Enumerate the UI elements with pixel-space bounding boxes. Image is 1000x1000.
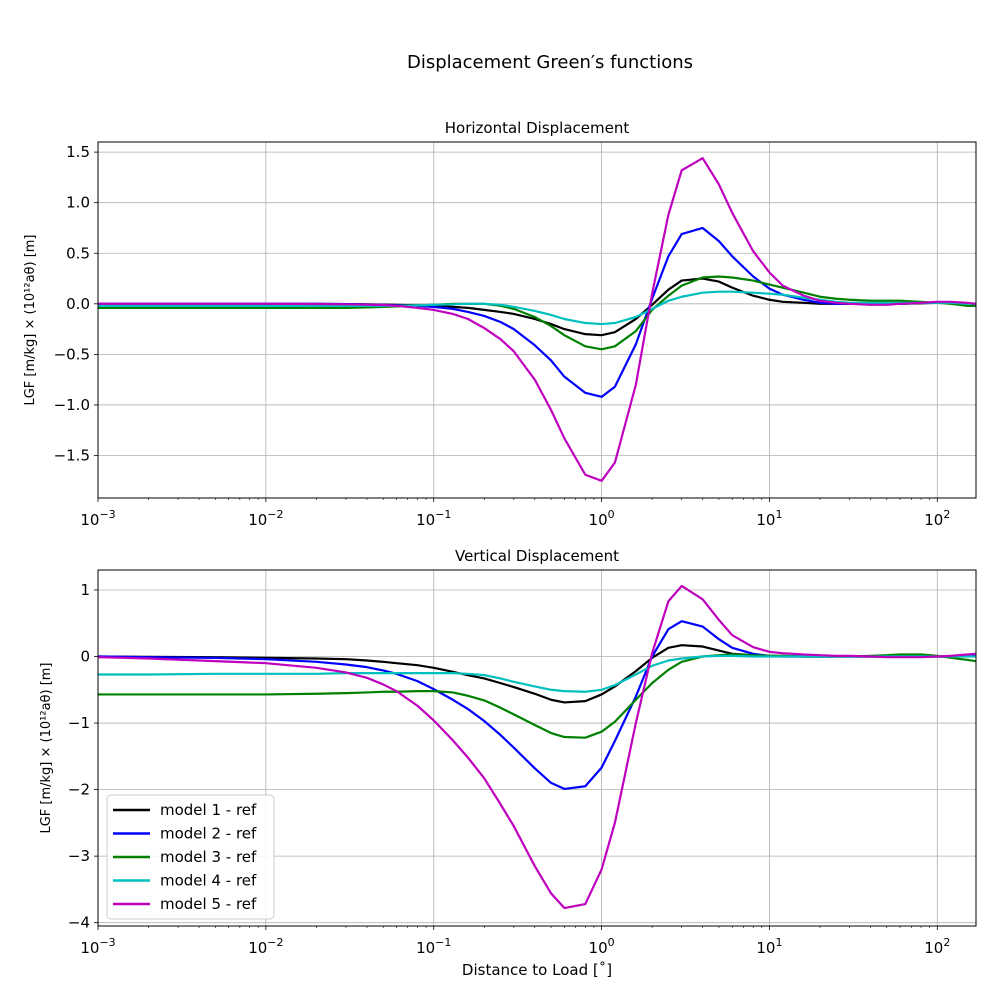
legend-label: model 5 - ref <box>160 895 257 913</box>
plot-frame-horizontal <box>97 141 977 499</box>
x-ticks-horizontal: 10−3 10−2 10−1 100 101 102 <box>80 498 950 529</box>
series-group-vertical <box>97 584 977 910</box>
y-axis-label-horizontal: LGF [m/kg] × (10¹²aθ) [m] <box>23 234 38 405</box>
y-tick-label: −1.0 <box>54 396 90 414</box>
x-tick-label: 10−1 <box>416 508 451 529</box>
plot-frame-vertical <box>97 569 977 927</box>
y-tick-label: 0.0 <box>66 295 90 313</box>
x-tick-label: 10−3 <box>80 508 115 529</box>
panel-title-horizontal: Horizontal Displacement <box>445 119 630 137</box>
legend-label: model 4 - ref <box>160 872 257 890</box>
x-ticks-vertical: 10−3 10−2 10−1 100 101 102 <box>80 926 950 957</box>
x-axis-label: Distance to Load [˚] <box>462 961 612 979</box>
y-tick-label: −1 <box>68 714 90 732</box>
legend: model 1 - ref model 2 - ref model 3 - ref m… <box>106 794 275 920</box>
legend-items: model 1 - ref model 2 - ref model 3 - ref m… <box>113 801 257 913</box>
x-tick-label: 10−3 <box>80 936 115 957</box>
legend-label: model 2 - ref <box>160 825 257 843</box>
y-tick-label: 1.0 <box>66 194 90 212</box>
y-tick-label: 0.5 <box>66 244 90 262</box>
y-axis-label-vertical: LGF [m/kg] × (10¹²aθ) [m] <box>39 662 54 833</box>
y-ticks-horizontal: −1.5 −1.0 −0.5 0.0 0.5 1.0 1.5 <box>54 143 98 465</box>
x-tick-label: 102 <box>924 508 950 529</box>
y-tick-label: 0 <box>80 648 90 666</box>
y-tick-label: −2 <box>68 781 90 799</box>
x-tick-label: 100 <box>589 936 615 957</box>
y-tick-label: 1 <box>80 581 90 599</box>
panel-horizontal: Horizontal Displacement 10−3 10−2 10−1 100 1… <box>23 119 977 529</box>
series-group-horizontal <box>98 157 977 482</box>
y-tick-label: 1.5 <box>66 143 90 161</box>
x-tick-label: 10−2 <box>248 508 283 529</box>
series-line-model-5-ref <box>97 584 977 910</box>
x-tick-label: 101 <box>756 936 782 957</box>
x-tick-label: 10−1 <box>416 936 451 957</box>
series-line-model-3-ref <box>98 275 976 351</box>
legend-label: model 1 - ref <box>160 801 257 819</box>
y-tick-label: −1.5 <box>54 447 90 465</box>
x-tick-label: 10−2 <box>248 936 283 957</box>
series-line-model-2-ref <box>97 620 977 791</box>
y-tick-label: −0.5 <box>54 345 90 363</box>
series-line-model-3-ref <box>98 653 977 739</box>
legend-box <box>106 794 275 920</box>
panel-title-vertical: Vertical Displacement <box>455 547 619 565</box>
y-tick-label: −3 <box>68 847 90 865</box>
x-tick-label: 101 <box>756 508 782 529</box>
series-line-model-5-ref <box>98 157 977 482</box>
legend-label: model 3 - ref <box>160 848 257 866</box>
figure-title: Displacement Green′s functions <box>407 52 693 73</box>
panel-vertical: Vertical Displacement 10−3 10−2 10−1 100 101… <box>39 547 977 957</box>
y-tick-label: −4 <box>68 914 90 932</box>
x-tick-label: 102 <box>924 936 950 957</box>
y-ticks-vertical: −4 −3 −2 −1 0 1 <box>68 581 98 932</box>
x-tick-label: 100 <box>589 508 615 529</box>
